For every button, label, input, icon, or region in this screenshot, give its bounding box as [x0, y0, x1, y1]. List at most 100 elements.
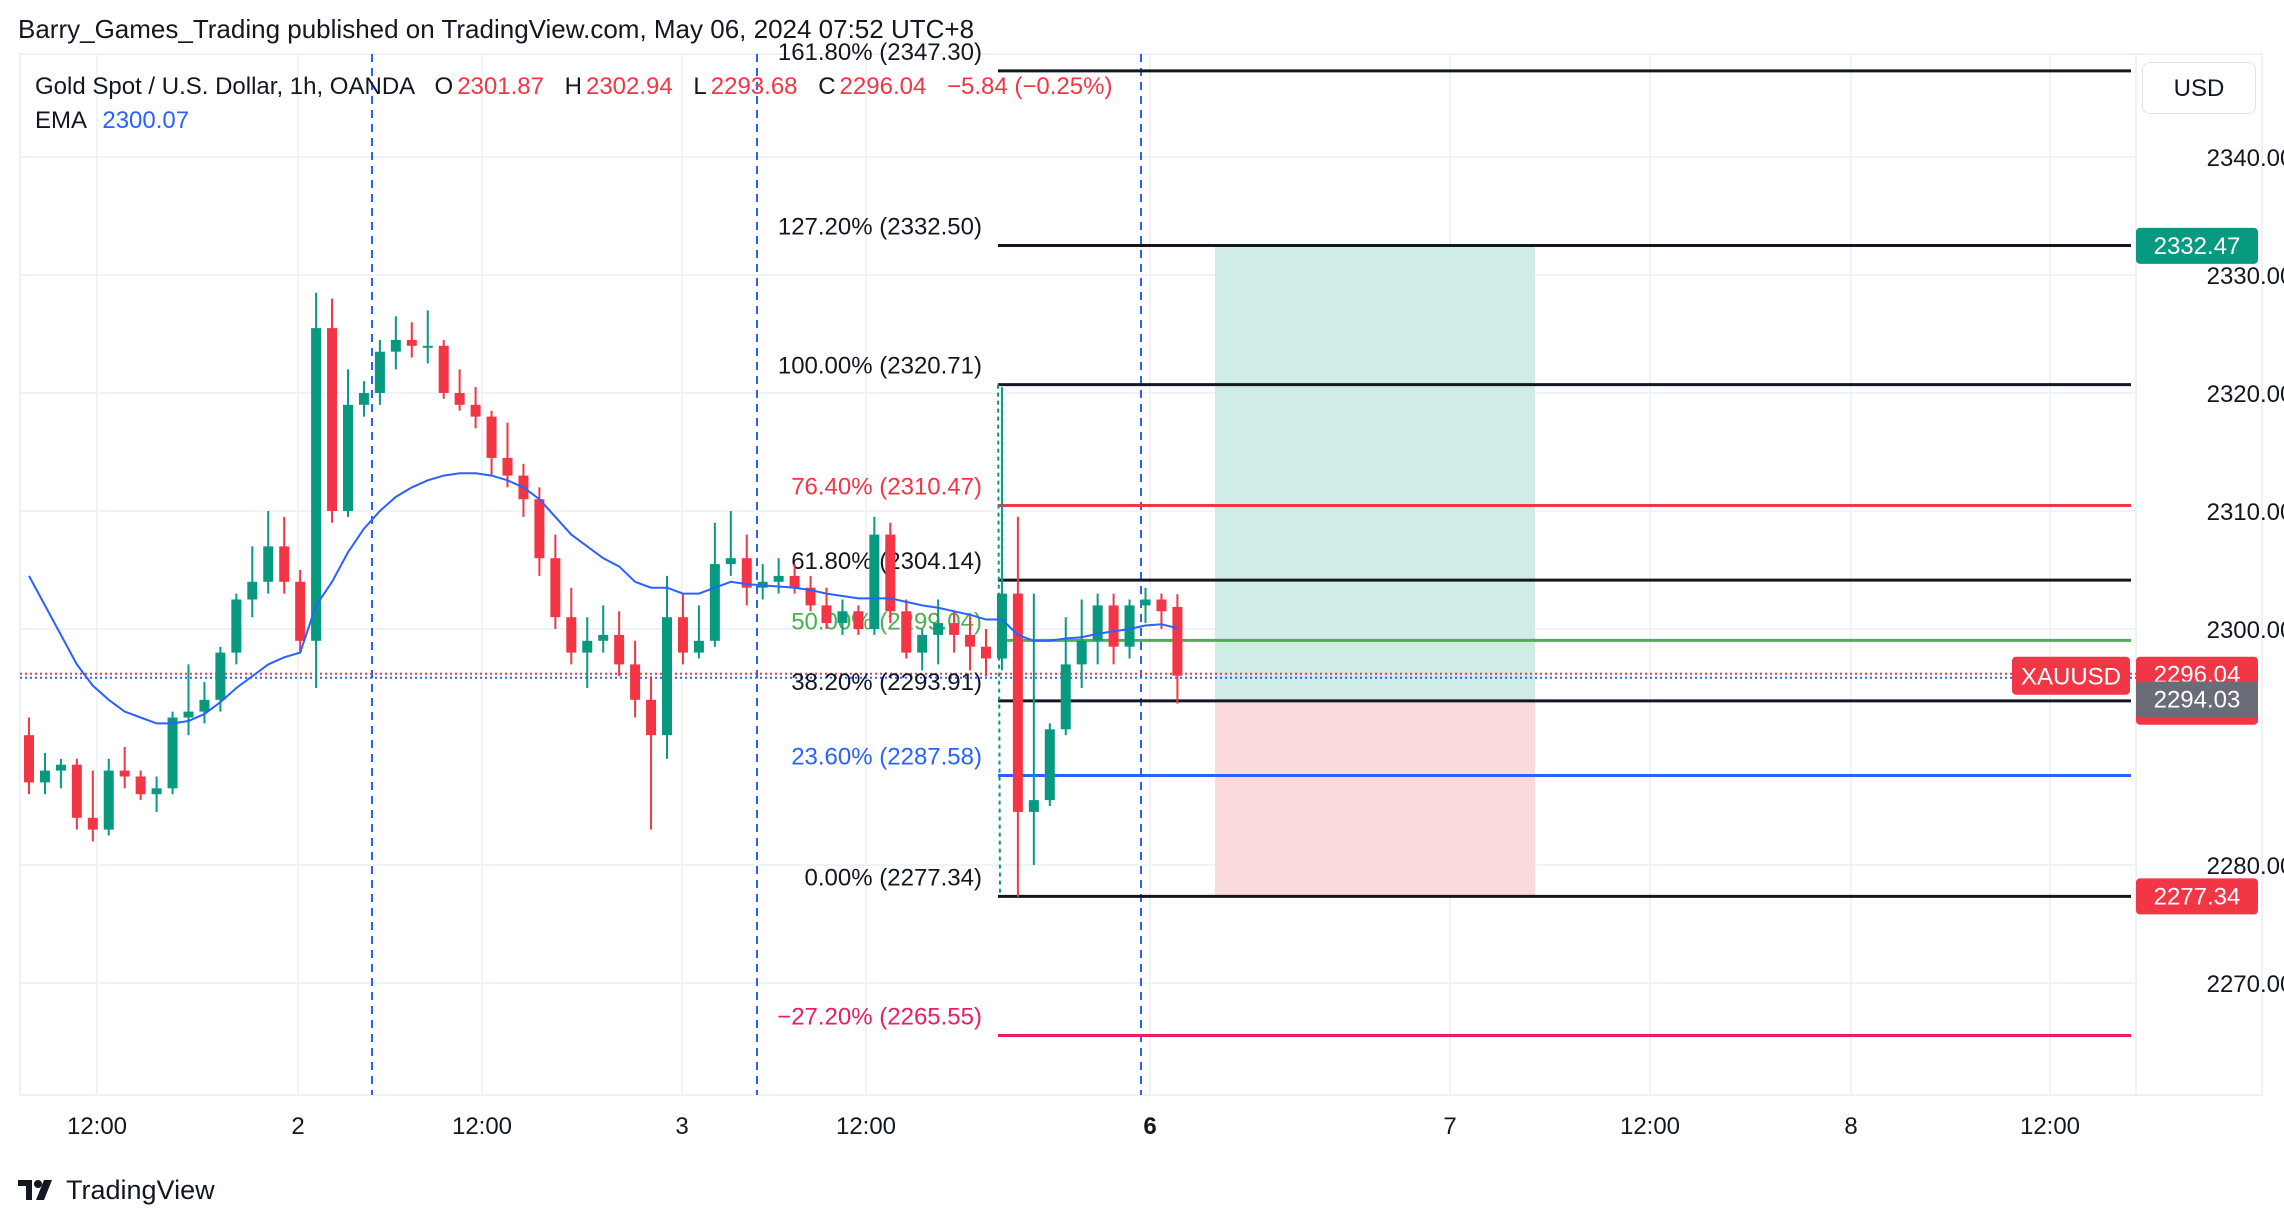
price-axis-label-bg — [2136, 878, 2258, 915]
x-tick-label: 8 — [1844, 1113, 1857, 1140]
candle-body — [279, 546, 290, 582]
fib-retracement: 161.80% (2347.30) 127.20% (2332.50) 100.00… — [777, 39, 2131, 1038]
low-label: L — [693, 73, 707, 100]
x-tick-label: 12:00 — [67, 1113, 127, 1140]
candle-body — [374, 351, 385, 393]
tradingview-logo-icon — [18, 1180, 52, 1200]
take-profit-zone — [1215, 245, 1535, 700]
candle-body — [135, 776, 146, 795]
tradingview-brand[interactable]: TradingView — [18, 1172, 215, 1208]
ohlc-row: Gold Spot / U.S. Dollar, 1h, OANDA O 2301… — [35, 70, 1112, 104]
candle-body — [1172, 606, 1183, 676]
price-axis-label-text: 2277.34 — [2154, 883, 2241, 910]
y-tick-label: 2280.00 — [2207, 853, 2284, 880]
candle-body — [151, 788, 162, 795]
candle-body — [1124, 605, 1135, 647]
currency-button[interactable]: USD — [2142, 62, 2256, 114]
price-axis-label: 2294.03 — [2136, 681, 2258, 718]
candle-body — [869, 534, 880, 629]
fib-level-label: 76.40% (2310.47) — [791, 473, 982, 500]
price-axis-label: 2332.47 — [2136, 227, 2258, 264]
candle-body — [215, 652, 226, 700]
y-tick-label: 2340.00 — [2207, 145, 2284, 172]
price-axis-label-bg — [2136, 681, 2258, 718]
open-label: O — [434, 73, 454, 100]
candle-body — [614, 634, 625, 665]
candle-body — [725, 558, 736, 565]
candle-body — [949, 623, 960, 635]
candle-body — [1092, 605, 1103, 641]
candle-body — [677, 617, 688, 653]
x-tick-label: 6 — [1143, 1113, 1156, 1140]
candle-body — [263, 546, 274, 582]
x-tick-label: 3 — [675, 1113, 688, 1140]
y-tick-label: 2320.00 — [2207, 381, 2284, 408]
price-axis-label: 2277.34 — [2136, 878, 2258, 915]
open-value: 2301.87 — [457, 73, 544, 100]
y-tick-label: 2310.00 — [2207, 499, 2284, 526]
fib-level-label: 127.20% (2332.50) — [778, 214, 982, 241]
candle-body — [598, 634, 609, 641]
candle-body — [630, 664, 641, 700]
candle-body — [1076, 640, 1087, 665]
fib-trend-line — [997, 384, 1001, 897]
candle-body — [183, 711, 194, 718]
candle-body — [71, 764, 82, 818]
candle-body — [534, 499, 545, 559]
brand-name: TradingView — [66, 1174, 215, 1205]
candle-body — [55, 764, 66, 771]
low-value: 2293.68 — [710, 73, 798, 100]
candle-body — [853, 611, 864, 629]
ema-line — [28, 472, 1178, 725]
candle-body — [662, 617, 672, 736]
candle-body — [933, 623, 944, 635]
candle-body — [39, 770, 50, 783]
close-value: 2296.04 — [839, 73, 927, 100]
x-tick-label: 12:00 — [2020, 1113, 2080, 1140]
candle-body — [582, 640, 593, 653]
y-tick-label: 2270.00 — [2207, 971, 2284, 998]
close-label: C — [818, 73, 836, 100]
price-axis-label-text: 2294.03 — [2154, 686, 2241, 713]
change-value: −5.84 (−0.25%) — [946, 73, 1113, 100]
candle-body — [901, 611, 912, 653]
fib-level-label: 0.00% (2277.34) — [805, 864, 982, 891]
candle-body — [231, 599, 242, 653]
y-tick-label: 2330.00 — [2207, 263, 2284, 290]
candle-body — [837, 611, 848, 624]
candle-body — [343, 404, 353, 511]
candle-body — [311, 328, 322, 641]
symbol-tag-text: XAUUSD — [2021, 664, 2121, 691]
candle-body — [247, 581, 258, 600]
candle-body — [821, 605, 832, 624]
fib-level-label: −27.20% (2265.55) — [777, 1004, 982, 1031]
fib-level-label: 23.60% (2287.58) — [791, 744, 982, 771]
candle-body — [390, 339, 401, 352]
candle-body — [454, 393, 465, 405]
symbol-tag: XAUUSD — [2012, 656, 2130, 695]
candle-body — [965, 634, 976, 647]
candle-body — [502, 457, 513, 476]
candle-body — [1108, 605, 1119, 647]
candle-body — [486, 416, 497, 458]
candle-body — [1028, 800, 1039, 812]
fib-level-label: 100.00% (2320.71) — [778, 353, 982, 380]
candle-body — [1140, 599, 1151, 606]
candle-body — [167, 717, 178, 789]
x-tick-label: 7 — [1443, 1113, 1456, 1140]
ema-value: 2300.07 — [102, 107, 190, 134]
candle-body — [693, 640, 704, 653]
candle-body — [1044, 729, 1055, 801]
grid-lines — [20, 54, 2136, 1095]
candle-body — [996, 593, 1007, 659]
x-tick-label: 12:00 — [836, 1113, 896, 1140]
page-title: Barry_Games_Trading published on Trading… — [18, 14, 975, 44]
x-tick-label: 2 — [291, 1113, 304, 1140]
y-tick-label: 2300.00 — [2207, 617, 2284, 644]
symbol-tag-bg — [2012, 656, 2130, 695]
candle-body — [87, 817, 98, 830]
candle-body — [981, 646, 991, 659]
candle-body — [119, 770, 130, 777]
